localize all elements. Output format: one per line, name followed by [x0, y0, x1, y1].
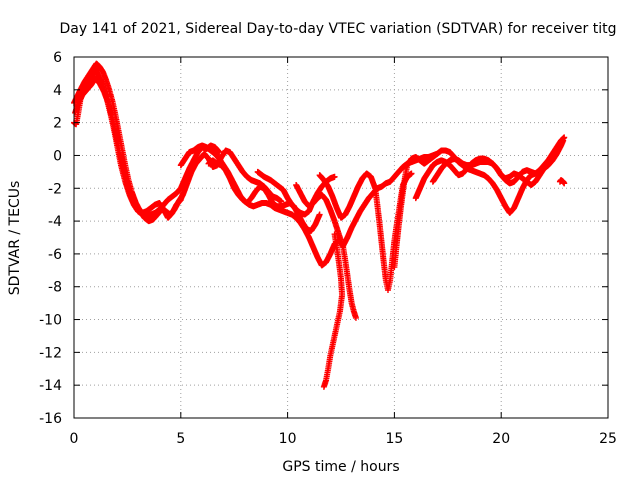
y-tick-label: -2 — [48, 181, 62, 197]
series-arc — [205, 157, 323, 234]
plot-frame — [73, 56, 609, 419]
data-point — [316, 211, 323, 218]
data-point — [352, 314, 359, 321]
x-tick-label: 15 — [385, 431, 403, 447]
series-arc — [320, 231, 346, 390]
x-tick-label: 25 — [599, 431, 617, 447]
y-tick-label: 2 — [53, 116, 62, 132]
x-tick-label: 10 — [279, 431, 297, 447]
y-tick-label: 6 — [53, 50, 62, 66]
y-tick-label: -10 — [39, 313, 62, 329]
data-point — [179, 190, 186, 197]
series-arc — [71, 65, 223, 220]
axis-ticks — [73, 56, 609, 419]
series-arc — [72, 75, 186, 221]
data-point — [331, 173, 338, 180]
x-tick-label: 5 — [176, 431, 185, 447]
series-arc — [556, 177, 568, 187]
y-tick-label: 4 — [53, 83, 62, 99]
series-arc — [293, 181, 359, 321]
chart-title: Day 141 of 2021, Sidereal Day-to-day VTE… — [60, 21, 617, 37]
data-point — [560, 137, 567, 144]
y-tick-label: -12 — [39, 345, 62, 361]
data-point — [408, 170, 415, 177]
x-tick-label: 20 — [492, 431, 510, 447]
grid-lines — [74, 57, 608, 418]
data-point — [561, 134, 568, 141]
y-tick-label: -6 — [48, 247, 62, 263]
y-tick-label: -8 — [48, 280, 62, 296]
y-tick-label: -16 — [39, 411, 62, 427]
y-tick-labels: -16 -14 -12 -10 -8 -6 -4 -2 0 2 4 6 — [39, 50, 62, 427]
data-point — [320, 383, 327, 390]
y-tick-label: -14 — [39, 378, 62, 394]
series-arc — [429, 137, 567, 188]
x-axis-title: GPS time / hours — [282, 459, 399, 475]
y-tick-label: 0 — [53, 148, 62, 164]
y-tick-label: -4 — [48, 214, 62, 230]
data-point — [561, 180, 568, 187]
y-axis-title: SDTVAR / TECUs — [7, 181, 23, 296]
series-arc — [254, 168, 338, 218]
x-tick-labels: 0 5 10 15 20 25 — [70, 431, 617, 447]
data-point — [216, 149, 223, 156]
data-points — [71, 60, 568, 390]
x-tick-label: 0 — [70, 431, 79, 447]
